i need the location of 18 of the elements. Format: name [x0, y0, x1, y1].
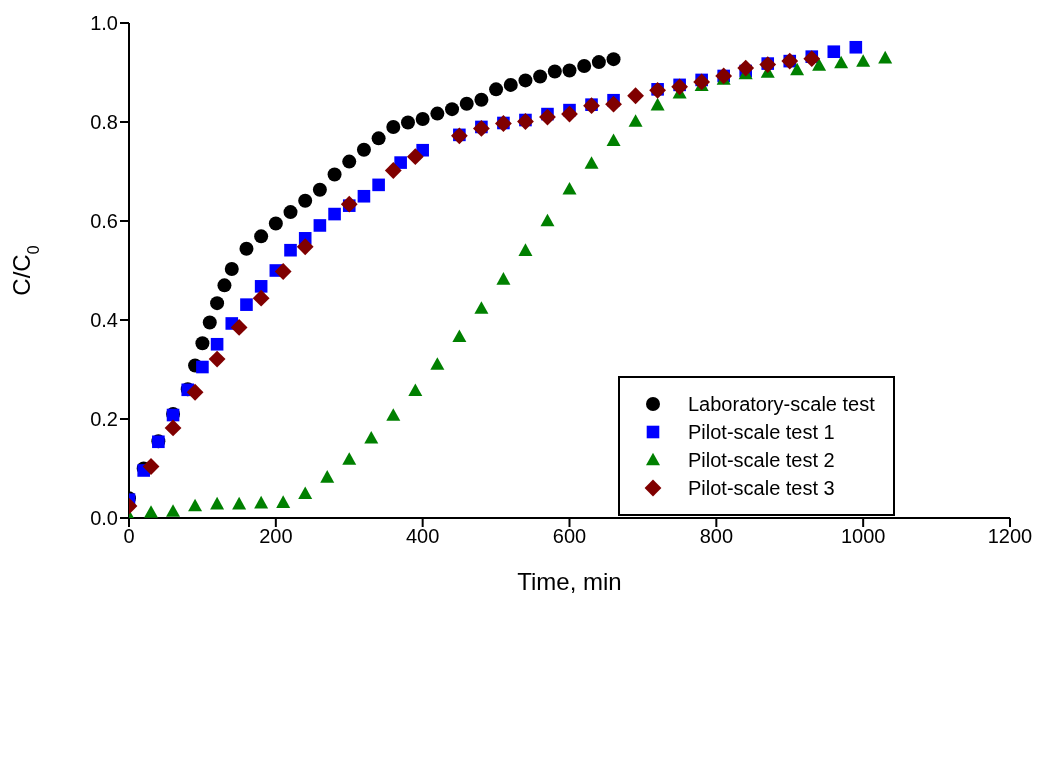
x-tick-label: 1200	[987, 525, 1033, 548]
x-tick-label: 1000	[840, 525, 886, 548]
legend-label: Pilot-scale test 2	[688, 448, 835, 472]
y-tick-label: 0.2	[90, 408, 118, 431]
x-tick-label: 400	[405, 525, 440, 548]
y-tick-label: 0.6	[90, 210, 118, 233]
x-axis-title: Time, min	[517, 568, 622, 595]
legend-label: Pilot-scale test 1	[688, 420, 835, 444]
y-tick-label: 1.0	[90, 12, 118, 35]
y-tick-label: 0.0	[90, 507, 118, 530]
x-tick-label: 600	[552, 525, 587, 548]
y-tick-label: 0.8	[90, 111, 118, 134]
y-tick-label: 0.4	[90, 309, 118, 332]
x-tick-label: 200	[259, 525, 293, 548]
x-tick-label: 800	[699, 525, 734, 548]
x-tick-label: 0	[123, 525, 135, 548]
legend-label: Laboratory-scale test	[688, 392, 875, 416]
legend-label: Pilot-scale test 3	[688, 476, 835, 500]
